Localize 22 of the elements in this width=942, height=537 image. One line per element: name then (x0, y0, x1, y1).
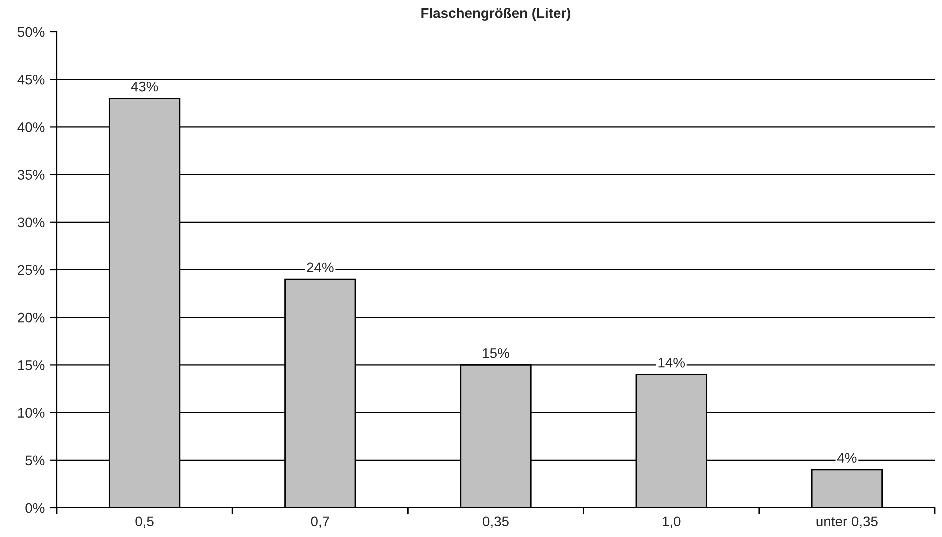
data-label: 15% (483, 348, 510, 358)
data-label: 4% (837, 453, 857, 463)
data-label: 24% (307, 262, 334, 273)
y-tick-label: 20% (18, 312, 45, 323)
data-label: 43% (131, 82, 158, 92)
y-tick-label: 25% (18, 265, 45, 276)
y-tick-label: 50% (18, 27, 45, 38)
y-tick-label: 15% (18, 360, 45, 370)
x-tick-label: 1,0 (663, 516, 681, 528)
y-tick-label: 40% (18, 122, 45, 132)
y-tick-label: 45% (18, 74, 45, 85)
y-tick-label: 0% (26, 503, 45, 514)
x-tick-label: 0,7 (311, 516, 330, 528)
y-tick-label: 5% (26, 456, 45, 466)
chart-title: Flaschengrößen (Liter) (422, 8, 571, 22)
x-tick-label: 0,5 (136, 516, 154, 528)
data-label: 14% (658, 358, 686, 368)
y-tick-label: 10% (18, 408, 45, 418)
x-tick-label: 0,35 (483, 516, 509, 528)
y-tick-label: 30% (18, 218, 45, 228)
y-tick-label: 35% (18, 170, 45, 180)
x-tick-label: unter 0,35 (816, 516, 878, 528)
